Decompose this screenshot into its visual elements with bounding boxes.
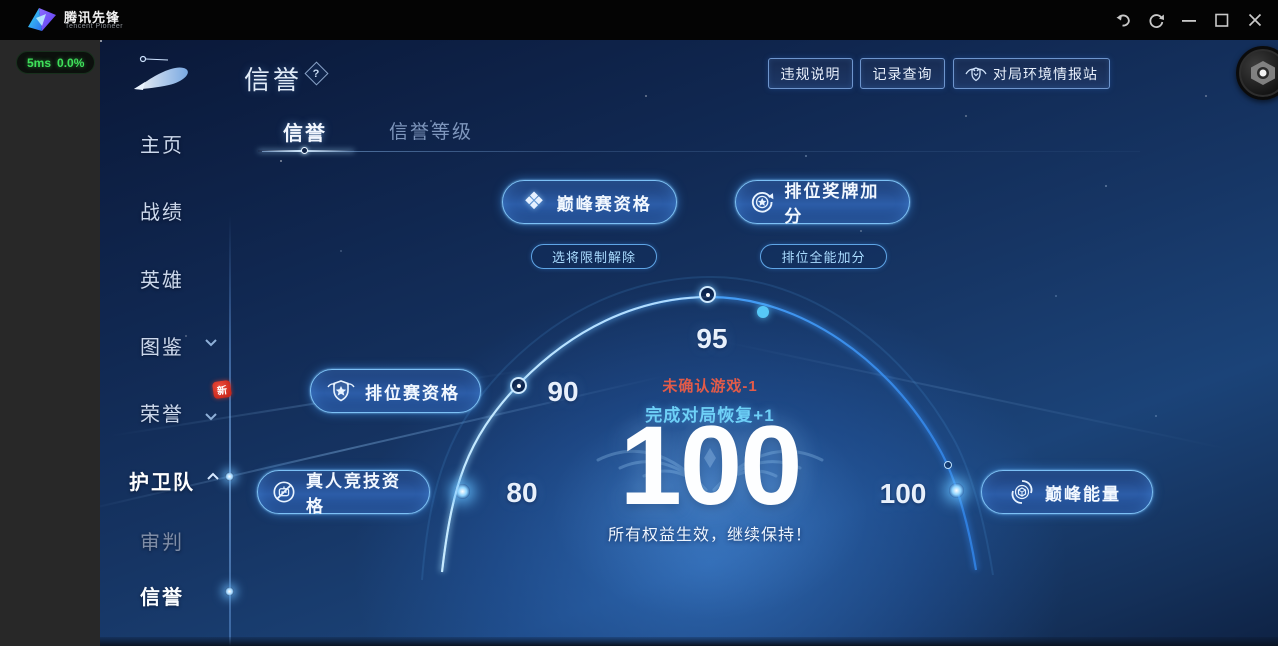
rank-medal-bonus-pill[interactable]: 排位奖牌加分 [735,180,910,226]
floating-assistant-ball[interactable] [1236,46,1278,100]
rail-glow-dot [225,587,234,596]
sidebar-item-honor[interactable]: 荣誉 [140,404,184,426]
gauge-node-95 [699,286,716,303]
credit-score: 100 [619,403,803,528]
gauge-tick-80: 80 [506,477,538,508]
titlebar: 腾讯先锋 Tencent Pioneer [0,0,1278,40]
page-title: 信誉 [244,65,303,95]
game-viewport: 主页 战绩 英雄 图鉴 荣誉 新 护卫队 审判 信誉 信誉 ? 违规说明 [100,40,1278,646]
gauge-tick-95: 95 [696,323,728,354]
sidebar-item-heroes[interactable]: 英雄 [140,270,184,292]
medal-cycle-icon [751,191,774,213]
app-name: 腾讯先锋 [64,10,121,25]
close-icon[interactable] [1246,11,1264,29]
window-controls [1114,0,1264,40]
maximize-icon[interactable] [1213,11,1231,29]
bottom-strip [100,637,1278,646]
rail-glow-dot [225,472,234,481]
new-badge: 新 [211,379,233,400]
shield-star-icon [327,380,355,402]
undo-icon[interactable] [1114,11,1132,29]
sidebar-item-atlas[interactable]: 图鉴 [140,337,184,359]
sidebar-item-judgement[interactable]: 审判 [140,532,184,554]
credit-event-negative: 未确认游戏-1 [662,378,758,395]
gauge-tick-90: 90 [547,376,579,407]
violation-info-button[interactable]: 违规说明 [768,58,853,89]
diamond-cluster-icon: ❖ [523,188,547,215]
credit-event-positive: 完成对局恢复+1 [645,406,775,425]
gauge-node-100 [949,483,964,498]
tencent-pioneer-logo-icon [28,8,56,31]
tab-rule-line [262,151,1140,152]
latency-badge: 5ms 0.0% [16,51,96,74]
chevron-up-icon[interactable] [206,472,220,481]
wings-emblem-icon [596,429,824,492]
peak-match-qualification-pill[interactable]: ❖ 巅峰赛资格 [502,180,677,224]
credit-status-text: 所有权益生效，继续保持！ [607,527,812,544]
winged-shield-icon [965,66,987,81]
packet-loss-value: 0.0% [57,55,85,70]
energy-orb-icon [1011,480,1033,504]
hexagon-icon [1251,61,1275,85]
pick-limit-lift-pill[interactable]: 选将限制解除 [531,244,657,269]
tab-credit-level[interactable]: 信誉等级 [389,122,474,143]
gauge-mini-ring [944,461,952,469]
latency-value: 5ms [27,55,52,70]
refresh-icon[interactable] [1147,11,1165,29]
record-query-button[interactable]: 记录查询 [860,58,945,89]
no-robot-icon [273,481,295,503]
ranked-qualification-pill[interactable]: 排位赛资格 [310,369,481,413]
gauge-node-90 [510,377,527,394]
back-swoosh-icon[interactable] [128,52,196,96]
sidebar-item-home[interactable]: 主页 [140,135,184,157]
chevron-down-icon[interactable] [204,338,218,347]
tab-credit[interactable]: 信誉 [283,123,327,145]
gauge-tick-100: 100 [879,478,927,509]
sidebar-rail [229,215,231,646]
app-subtitle: Tencent Pioneer [65,23,124,30]
minimize-icon[interactable] [1180,11,1198,29]
left-letterbox [0,40,100,646]
gauge-node-80 [455,484,470,499]
sidebar-item-credit[interactable]: 信誉 [140,587,184,609]
sidebar-item-guard-team[interactable]: 护卫队 [129,472,195,494]
tab-underline-ornament [301,147,308,154]
center-glow [550,400,870,620]
starfield [100,40,102,42]
rank-allround-bonus-pill[interactable]: 排位全能加分 [760,244,887,269]
match-env-intel-button[interactable]: 对局环境情报站 [953,58,1110,89]
sidebar-item-records[interactable]: 战绩 [140,202,184,224]
peak-energy-pill[interactable]: 巅峰能量 [981,470,1153,514]
human-arena-qualification-pill[interactable]: 真人竞技资格 [257,470,430,516]
gauge-dot [757,306,769,318]
chevron-down-icon[interactable] [204,412,218,421]
